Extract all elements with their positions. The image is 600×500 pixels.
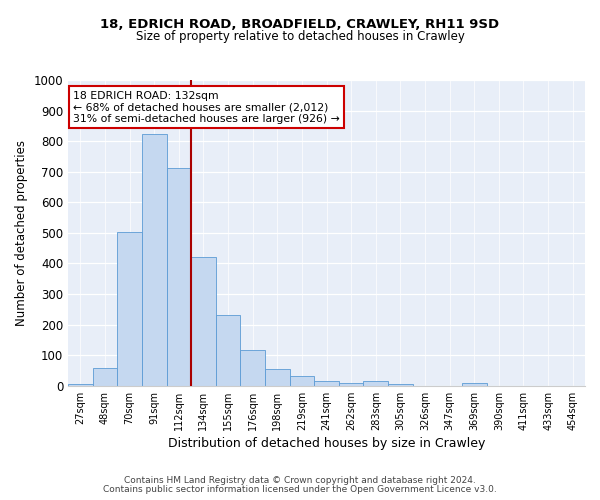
Bar <box>364 381 388 386</box>
Bar <box>167 168 191 386</box>
Text: Contains public sector information licensed under the Open Government Licence v3: Contains public sector information licen… <box>103 485 497 494</box>
Bar <box>388 384 413 386</box>
Bar <box>241 350 265 386</box>
Bar <box>462 383 487 386</box>
Text: Contains HM Land Registry data © Crown copyright and database right 2024.: Contains HM Land Registry data © Crown c… <box>124 476 476 485</box>
Y-axis label: Number of detached properties: Number of detached properties <box>15 140 28 326</box>
Bar <box>68 384 92 386</box>
Bar <box>191 258 216 386</box>
X-axis label: Distribution of detached houses by size in Crawley: Distribution of detached houses by size … <box>168 437 485 450</box>
Bar <box>339 383 364 386</box>
Bar <box>142 134 167 386</box>
Text: Size of property relative to detached houses in Crawley: Size of property relative to detached ho… <box>136 30 464 43</box>
Bar <box>117 232 142 386</box>
Text: 18 EDRICH ROAD: 132sqm
← 68% of detached houses are smaller (2,012)
31% of semi-: 18 EDRICH ROAD: 132sqm ← 68% of detached… <box>73 90 340 124</box>
Bar <box>216 316 241 386</box>
Title: Size of property relative to detached houses in Crawley: Size of property relative to detached ho… <box>0 499 1 500</box>
Bar <box>92 368 117 386</box>
Bar <box>265 369 290 386</box>
Bar <box>290 376 314 386</box>
Text: 18, EDRICH ROAD, BROADFIELD, CRAWLEY, RH11 9SD: 18, EDRICH ROAD, BROADFIELD, CRAWLEY, RH… <box>100 18 500 30</box>
Bar <box>314 381 339 386</box>
